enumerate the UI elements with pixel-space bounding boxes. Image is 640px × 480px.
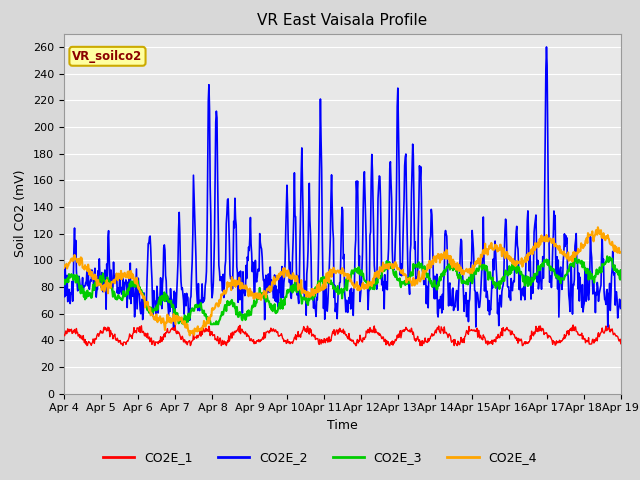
Text: VR_soilco2: VR_soilco2 (72, 50, 143, 63)
Title: VR East Vaisala Profile: VR East Vaisala Profile (257, 13, 428, 28)
X-axis label: Time: Time (327, 419, 358, 432)
Legend: CO2E_1, CO2E_2, CO2E_3, CO2E_4: CO2E_1, CO2E_2, CO2E_3, CO2E_4 (98, 446, 542, 469)
Y-axis label: Soil CO2 (mV): Soil CO2 (mV) (15, 170, 28, 257)
